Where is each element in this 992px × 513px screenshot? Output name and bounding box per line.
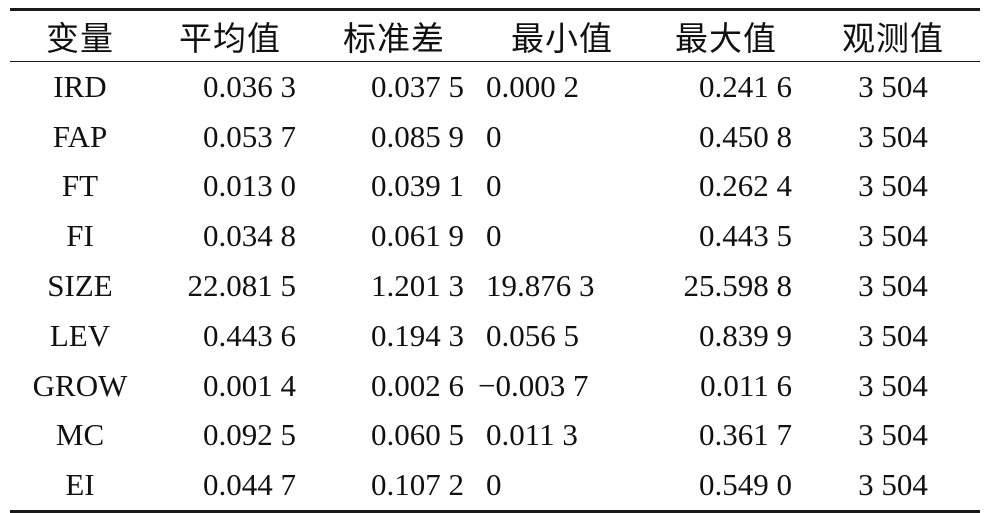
cell-mean: 0.443 6 [203, 317, 296, 353]
cell-std-dev: 0.039 1 [371, 168, 464, 204]
cell-variable: FT [61, 168, 99, 204]
cell-max: 0.241 6 [699, 68, 792, 104]
cell-max: 0.443 5 [699, 218, 792, 254]
table-header: 变量 平均值 标准差 最小值 最大值 观测值 [10, 9, 980, 62]
cell-max: 0.549 0 [699, 467, 792, 503]
cell-min: 0 [486, 168, 502, 204]
cell-obs: 3 504 [858, 417, 928, 453]
cell-min: 0.011 3 [486, 417, 578, 453]
header-obs: 观测值 [842, 19, 944, 58]
cell-variable: IRD [53, 68, 107, 104]
cell-obs: 3 504 [858, 467, 928, 503]
cell-std-dev: 0.107 2 [371, 467, 464, 503]
header-min: 最小值 [511, 19, 613, 58]
cell-obs: 3 504 [858, 168, 928, 204]
cell-std-dev: 0.060 5 [371, 417, 464, 453]
cell-obs: 3 504 [858, 367, 928, 403]
header-max: 最大值 [675, 19, 777, 58]
cell-variable: FI [66, 218, 94, 254]
cell-mean: 0.092 5 [203, 417, 296, 453]
header-std-dev: 标准差 [343, 19, 445, 58]
cell-variable: MC [55, 417, 105, 453]
cell-variable: GROW [32, 367, 128, 403]
cell-min: 19.876 3 [486, 268, 595, 304]
cell-std-dev: 0.002 6 [371, 367, 464, 403]
cell-std-dev: 0.037 5 [371, 68, 464, 104]
cell-variable: SIZE [47, 268, 113, 304]
cell-mean: 0.001 4 [203, 367, 296, 403]
header-variable: 变量 [46, 19, 114, 58]
cell-mean: 0.034 8 [203, 218, 296, 254]
cell-obs: 3 504 [858, 218, 928, 254]
cell-mean: 0.036 3 [203, 68, 296, 104]
table-row: GROW 0.001 4 0.002 6 −0.003 7 0.011 6 3 … [10, 361, 980, 411]
table-row: SIZE 22.081 5 1.201 3 19.876 3 25.598 8 … [10, 261, 980, 311]
cell-variable: EI [65, 467, 95, 503]
cell-obs: 3 504 [858, 317, 928, 353]
cell-mean: 0.013 0 [203, 168, 296, 204]
cell-variable: FAP [52, 118, 108, 154]
cell-min: 0.056 5 [486, 317, 579, 353]
table-row: FT 0.013 0 0.039 1 0 0.262 4 3 504 [10, 162, 980, 212]
cell-std-dev: 0.061 9 [371, 218, 464, 254]
cell-max: 0.011 6 [700, 367, 792, 403]
cell-obs: 3 504 [858, 268, 928, 304]
cell-min: 0 [486, 218, 502, 254]
header-row: 变量 平均值 标准差 最小值 最大值 观测值 [10, 9, 980, 62]
table-body: IRD 0.036 3 0.037 5 0.000 2 0.241 6 3 50… [10, 62, 980, 512]
cell-min: 0 [486, 118, 502, 154]
cell-variable: LEV [49, 317, 111, 353]
cell-min: 0.000 2 [486, 68, 579, 104]
descriptive-statistics-table: 变量 平均值 标准差 最小值 最大值 观测值 IRD 0.036 3 0.037… [10, 8, 980, 513]
cell-max: 25.598 8 [683, 268, 793, 304]
cell-obs: 3 504 [858, 118, 928, 154]
cell-max: 0.361 7 [699, 417, 792, 453]
cell-min: −0.003 7 [478, 367, 589, 403]
cell-obs: 3 504 [858, 68, 928, 104]
cell-std-dev: 1.201 3 [371, 268, 464, 304]
table-row: IRD 0.036 3 0.037 5 0.000 2 0.241 6 3 50… [10, 62, 980, 112]
cell-mean: 22.081 5 [187, 268, 297, 304]
cell-max: 0.262 4 [699, 168, 792, 204]
table-row: FI 0.034 8 0.061 9 0 0.443 5 3 504 [10, 211, 980, 261]
cell-mean: 0.053 7 [203, 118, 296, 154]
table-row: EI 0.044 7 0.107 2 0 0.549 0 3 504 [10, 460, 980, 512]
cell-min: 0 [486, 467, 502, 503]
table-row: FAP 0.053 7 0.085 9 0 0.450 8 3 504 [10, 112, 980, 162]
cell-max: 0.839 9 [699, 317, 792, 353]
cell-mean: 0.044 7 [203, 467, 296, 503]
header-mean: 平均值 [179, 19, 281, 58]
table-row: MC 0.092 5 0.060 5 0.011 3 0.361 7 3 504 [10, 411, 980, 461]
cell-std-dev: 0.194 3 [371, 317, 464, 353]
cell-std-dev: 0.085 9 [371, 118, 464, 154]
table-row: LEV 0.443 6 0.194 3 0.056 5 0.839 9 3 50… [10, 311, 980, 361]
cell-max: 0.450 8 [699, 118, 792, 154]
